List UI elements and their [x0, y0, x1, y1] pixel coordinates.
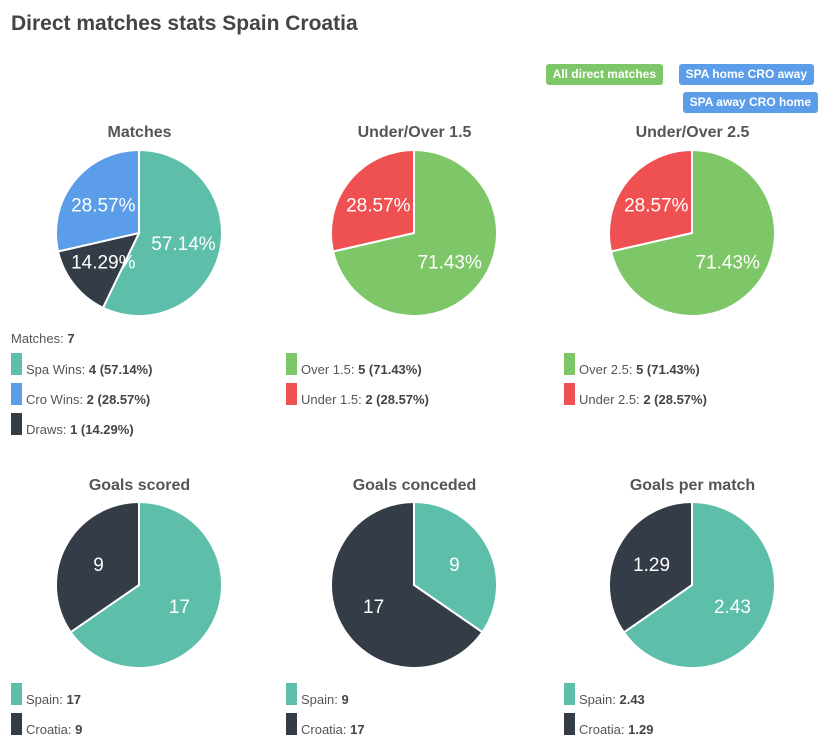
legend-swatch: [564, 713, 575, 735]
pie-chart: 71.43% 28.57%: [330, 148, 498, 317]
data-label: 9: [93, 555, 104, 576]
page-title: Direct matches stats Spain Croatia: [11, 12, 358, 35]
pie-chart: 71.43% 28.57%: [608, 148, 776, 317]
legend-swatch: [11, 353, 22, 375]
data-label: 71.43%: [695, 252, 760, 273]
legend-text: Under 2.5: 2 (28.57%): [579, 392, 707, 407]
legend-text: Under 1.5: 2 (28.57%): [301, 392, 429, 407]
legend-text: Spa Wins: 4 (57.14%): [26, 362, 153, 377]
data-label: 28.57%: [71, 196, 136, 217]
chart-title: Under/Over 1.5: [357, 124, 472, 141]
pie-slice-spa-wins[interactable]: [101, 148, 223, 317]
chart-legend: Matches: 7 Spa Wins: 4 (57.14%) Cro Wins: …: [11, 331, 152, 443]
data-label: 2.43: [714, 597, 751, 618]
pie-slice-spain[interactable]: [622, 500, 776, 669]
legend-text: Cro Wins: 2 (28.57%): [26, 392, 151, 407]
legend-item[interactable]: Draws: 1 (14.29%): [11, 413, 134, 443]
chart-title: Goals scored: [88, 477, 191, 494]
pie-slice-croatia[interactable]: [330, 500, 484, 669]
legend-text: Spain: 2.43: [579, 692, 645, 707]
data-label: 28.57%: [346, 196, 411, 217]
legend-swatch: [286, 713, 297, 735]
legend-swatch: [286, 353, 297, 375]
chart-title: Under/Over 2.5: [635, 124, 750, 141]
pie-slice-under-1-5[interactable]: [330, 148, 415, 253]
data-label: 9: [449, 555, 460, 576]
pie-slice-draws[interactable]: [56, 231, 141, 310]
pie-slice-spain[interactable]: [413, 500, 498, 634]
legend-swatch: [286, 383, 297, 405]
legend-text: Croatia: 9: [26, 722, 83, 737]
legend-text: Over 2.5: 5 (71.43%): [579, 362, 700, 377]
legend-text: Draws: 1 (14.29%): [26, 422, 134, 437]
data-label: 14.29%: [71, 252, 136, 273]
filter-spa-away-cro-home[interactable]: SPA away CRO home: [682, 92, 818, 113]
chart-title: Goals conceded: [352, 477, 477, 494]
legend-text: Spain: 17: [26, 692, 81, 707]
legend-swatch: [11, 683, 22, 705]
chart-title: Goals per match: [629, 477, 756, 494]
legend-item[interactable]: Cro Wins: 2 (28.57%): [11, 383, 150, 413]
data-label: 17: [363, 597, 384, 618]
pie-slice-croatia[interactable]: [608, 500, 693, 634]
data-label: 1.29: [633, 555, 670, 576]
pie-slice-spain[interactable]: [69, 500, 223, 669]
pie-chart: 2.43 1.29: [608, 500, 776, 669]
legend-item[interactable]: Spa Wins: 4 (57.14%): [11, 353, 152, 383]
legend-swatch: [286, 683, 297, 705]
legend-swatch: [564, 353, 575, 375]
legend-swatch: [11, 383, 22, 405]
pie-slice-croatia[interactable]: [55, 500, 140, 634]
legend-text: Over 1.5: 5 (71.43%): [301, 362, 422, 377]
pie-chart: 17 9: [55, 500, 223, 669]
legend-header-label: Matches:: [11, 331, 64, 346]
legend-header-value: 7: [67, 331, 75, 346]
data-label: 71.43%: [417, 252, 482, 273]
legend-swatch: [564, 683, 575, 705]
data-label: 57.14%: [151, 234, 216, 255]
legend-swatch: [11, 413, 22, 435]
filter-all-direct-matches[interactable]: All direct matches: [545, 64, 663, 85]
data-label: 17: [169, 597, 190, 618]
chart-title: Matches: [107, 124, 172, 141]
legend-text: Croatia: 1.29: [579, 722, 654, 737]
pie-slice-cro-wins[interactable]: [55, 148, 140, 253]
legend-text: Croatia: 17: [301, 722, 365, 737]
legend-text: Spain: 9: [301, 692, 349, 707]
filter-spa-home-cro-away[interactable]: SPA home CRO away: [678, 64, 814, 85]
pie-chart: 57.14% 14.29% 28.57%: [55, 148, 223, 317]
data-label: 28.57%: [624, 196, 689, 217]
legend-swatch: [11, 713, 22, 735]
pie-chart: 9 17: [330, 500, 498, 669]
pie-slice-under-2-5[interactable]: [608, 148, 693, 253]
legend-swatch: [564, 383, 575, 405]
